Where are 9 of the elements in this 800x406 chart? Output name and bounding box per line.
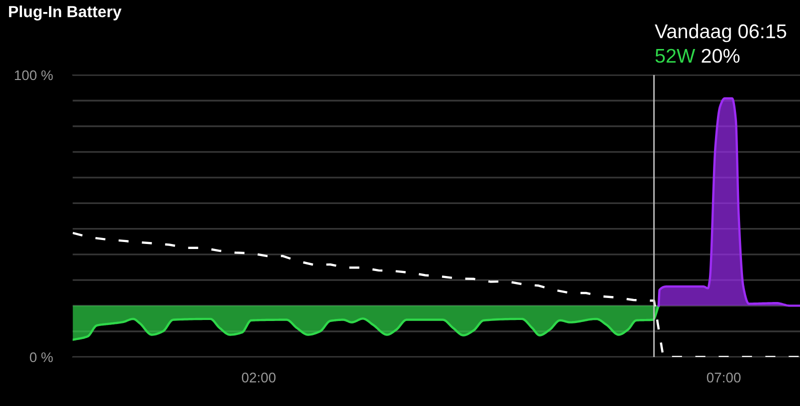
y-tick-label: 100 % (14, 70, 53, 80)
line-series (72, 232, 800, 357)
chart-title: Plug-In Battery (9, 6, 122, 20)
x-tick-label: 07:00 (706, 372, 741, 382)
text: 52W (655, 48, 696, 63)
text: 20% (702, 48, 740, 63)
ref-line-label: Vandaag 06:15 (654, 24, 786, 42)
x-tick-label: 02:00 (242, 372, 276, 382)
y-tick-label: 0 % (30, 352, 53, 362)
